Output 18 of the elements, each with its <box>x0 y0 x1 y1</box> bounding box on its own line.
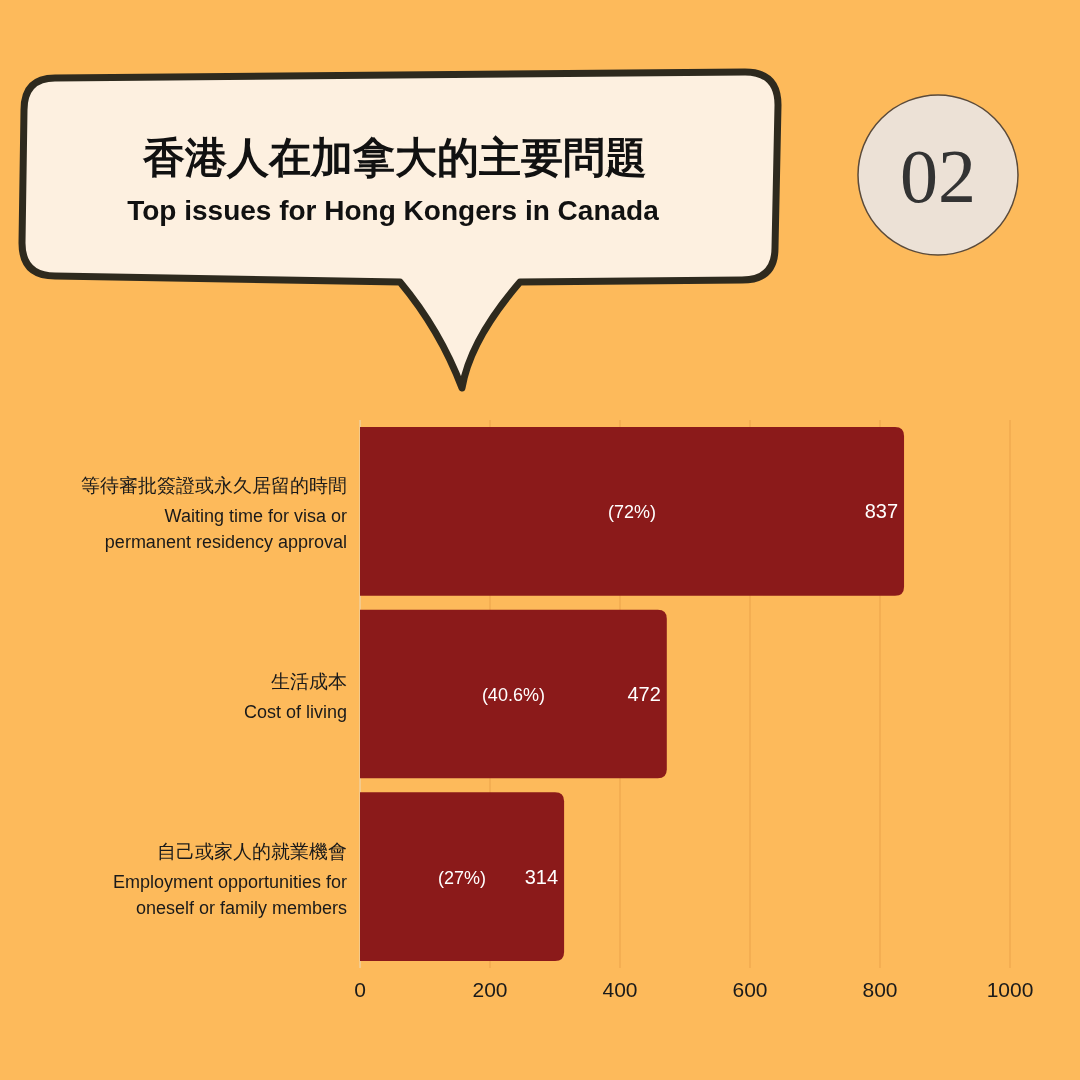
x-tick-label: 1000 <box>986 978 1034 1001</box>
text: 02 <box>900 134 976 218</box>
x-tick-label: 0 <box>354 978 366 1001</box>
chart-title: 香港人在加拿大的主要問題 <box>142 134 647 181</box>
y-tick-label: 生活成本 Cost of living <box>243 671 347 722</box>
chart-subtitle: Top issues for Hong Kongers in Canada <box>127 195 660 226</box>
y-tick-label: 等待審批簽證或永久居留的時間 Waiting time for visa or permanent residency approval <box>81 475 347 553</box>
annotation: (27%) <box>438 867 487 888</box>
data-label: 472 <box>627 683 661 705</box>
x-tick-label: 600 <box>732 978 768 1001</box>
data-label: 837 <box>864 500 899 523</box>
x-tick-label: 400 <box>602 978 638 1001</box>
data-label: 314 <box>524 865 559 888</box>
x-tick-label: 800 <box>862 978 898 1001</box>
annotation: (72%) <box>608 502 657 523</box>
annotation: (40.6%) <box>481 685 545 705</box>
x-tick-label: 200 <box>472 978 508 1001</box>
y-tick-label: 自己或家人的就業機會 Employment opportunities for oneself or family members <box>112 840 347 918</box>
